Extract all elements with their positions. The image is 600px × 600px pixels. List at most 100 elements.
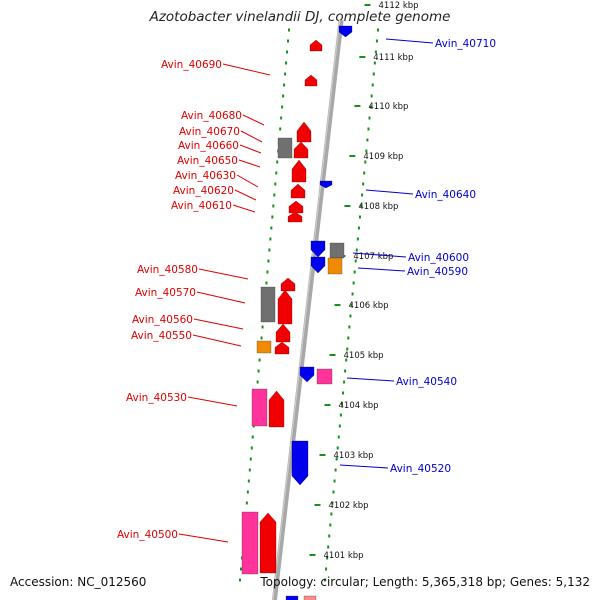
right-dotted-boundary [375, 39, 378, 43]
gene-block-gray [277, 137, 293, 159]
gene-block-gray [329, 242, 345, 259]
ruler-tick-label: 4102 kbp [329, 501, 369, 511]
right-dotted-boundary [354, 259, 357, 263]
right-dotted-boundary [374, 50, 377, 54]
left-dotted-boundary [246, 490, 249, 494]
gene-arrow-blue [338, 25, 353, 38]
right-dotted-boundary [340, 402, 343, 406]
gene-label-right: Avin_40590 [407, 266, 468, 278]
right-dotted-boundary [345, 358, 348, 362]
right-dotted-boundary [328, 534, 331, 538]
right-dotted-boundary [352, 281, 355, 285]
right-dotted-boundary [370, 94, 373, 98]
leader-line [365, 189, 414, 195]
right-dotted-boundary [329, 523, 332, 527]
genome-backbone [271, 19, 344, 600]
gene-block-pink [241, 511, 259, 575]
gene-label-right: Avin_40600 [408, 252, 469, 264]
gene-label-left: Avin_40620 [173, 185, 234, 197]
ruler-tick-label: 4112 kbp [379, 1, 419, 11]
gene-label-left: Avin_40680 [181, 110, 242, 122]
gene-arrow-red [290, 183, 306, 199]
gene-arrow-red [277, 289, 293, 325]
ruler-tick-label: 4101 kbp [324, 551, 364, 561]
right-dotted-boundary [364, 160, 367, 164]
left-dotted-boundary [251, 435, 254, 439]
gene-block-gray [260, 286, 276, 323]
leader-line [339, 464, 389, 469]
left-dotted-boundary [279, 127, 282, 131]
left-dotted-boundary [267, 259, 270, 263]
leader-line [193, 318, 244, 330]
gene-arrow-red [296, 121, 312, 143]
right-dotted-boundary [338, 424, 341, 428]
right-dotted-boundary [361, 193, 364, 197]
genome-backbone-highlight [272, 19, 341, 600]
left-dotted-boundary [239, 567, 242, 571]
topology-summary: Topology: circular; Length: 5,365,318 bp… [260, 575, 590, 589]
gene-label-left: Avin_40650 [177, 155, 238, 167]
gene-arrow-blue [291, 440, 309, 486]
left-dotted-boundary [283, 83, 286, 87]
right-dotted-boundary [365, 149, 368, 153]
right-dotted-boundary [330, 512, 333, 516]
gene-arrow-red [287, 211, 303, 223]
gene-arrow-blue [310, 256, 326, 274]
leader-line [352, 252, 407, 258]
left-dotted-boundary [284, 72, 287, 76]
ruler-tick-label: 4107 kbp [353, 252, 393, 262]
gene-block-pink [251, 388, 268, 427]
right-dotted-boundary [325, 567, 328, 571]
right-dotted-boundary [332, 490, 335, 494]
gene-arrow-red [309, 39, 323, 52]
left-dotted-boundary [273, 193, 276, 197]
leader-line [240, 130, 263, 143]
right-dotted-boundary [371, 83, 374, 87]
gene-arrow-red [291, 159, 307, 183]
leader-line [238, 159, 261, 168]
left-dotted-boundary [287, 39, 290, 43]
left-dotted-boundary [239, 578, 241, 582]
right-dotted-boundary [350, 303, 353, 307]
right-dotted-boundary [333, 479, 336, 483]
gene-label-left: Avin_40530 [126, 392, 187, 404]
left-dotted-boundary [249, 457, 252, 461]
gene-arrow-red [304, 74, 318, 87]
gene-label-left: Avin_40500 [117, 529, 178, 541]
leader-line [236, 174, 259, 188]
gene-label-left: Avin_40580 [137, 264, 198, 276]
gene-arrow-red [288, 200, 304, 214]
gene-label-left: Avin_40570 [135, 287, 196, 299]
gene-block-pink [316, 368, 333, 385]
left-dotted-boundary [288, 28, 290, 32]
gene-arrow-blue [310, 240, 326, 258]
left-dotted-boundary [260, 336, 263, 340]
gene-label-left: Avin_40610 [171, 200, 232, 212]
right-dotted-boundary [360, 204, 363, 208]
gene-label-left: Avin_40630 [175, 170, 236, 182]
ruler-tick-label: 4106 kbp [349, 301, 389, 311]
gene-arrow-blue [319, 180, 333, 189]
gene-label-right: Avin_40540 [396, 376, 457, 388]
leader-line [192, 334, 242, 347]
gene-label-left: Avin_40690 [161, 59, 222, 71]
right-dotted-boundary [372, 72, 375, 76]
right-dotted-boundary [363, 171, 366, 175]
gene-arrow-red [274, 341, 290, 355]
right-dotted-boundary [357, 226, 360, 230]
leader-line [232, 204, 256, 213]
right-dotted-boundary [326, 556, 329, 560]
left-dotted-boundary [286, 50, 289, 54]
ruler-tick-label: 4108 kbp [358, 202, 398, 212]
gene-arrow-red [293, 141, 309, 159]
right-dotted-boundary [351, 292, 354, 296]
left-dotted-boundary [256, 380, 259, 384]
gene-block-blue [285, 595, 299, 600]
left-dotted-boundary [250, 446, 253, 450]
left-dotted-boundary [271, 215, 274, 219]
right-dotted-boundary [342, 391, 345, 395]
left-dotted-boundary [248, 468, 251, 472]
ruler-tick-label: 4104 kbp [339, 401, 379, 411]
left-dotted-boundary [282, 94, 285, 98]
